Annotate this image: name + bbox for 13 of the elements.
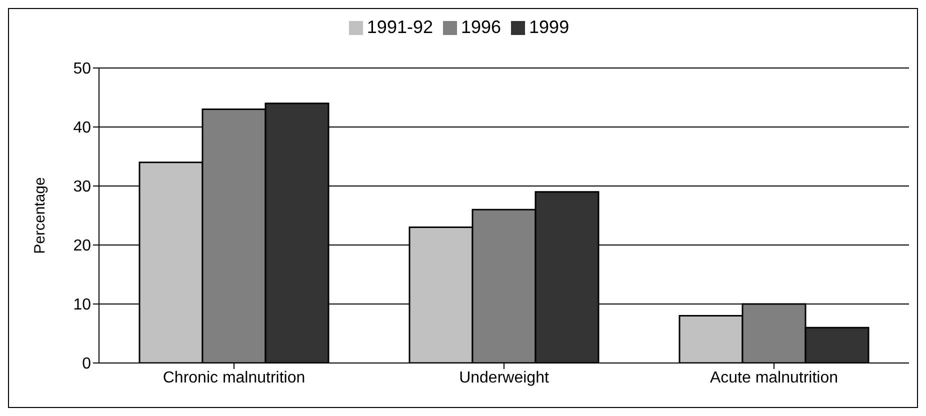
y-tick-label: 20 xyxy=(73,238,92,255)
x-tick-label: Acute malnutrition xyxy=(710,369,838,386)
y-tick-label: 10 xyxy=(73,296,92,314)
legend-label: 1996 xyxy=(460,17,502,37)
y-tick-label: 50 xyxy=(73,60,92,78)
x-tick-label: Underweight xyxy=(459,369,550,386)
y-tick-label: 40 xyxy=(73,120,92,137)
y-tick-label: 0 xyxy=(82,356,92,373)
x-tick-label: Chronic malnutrition xyxy=(162,369,306,386)
y-tick-label: 30 xyxy=(73,178,92,196)
legend-label: 1999 xyxy=(529,17,570,37)
legend-label: 1991-92 xyxy=(366,17,433,37)
y-axis-title: Percentage xyxy=(31,177,48,254)
